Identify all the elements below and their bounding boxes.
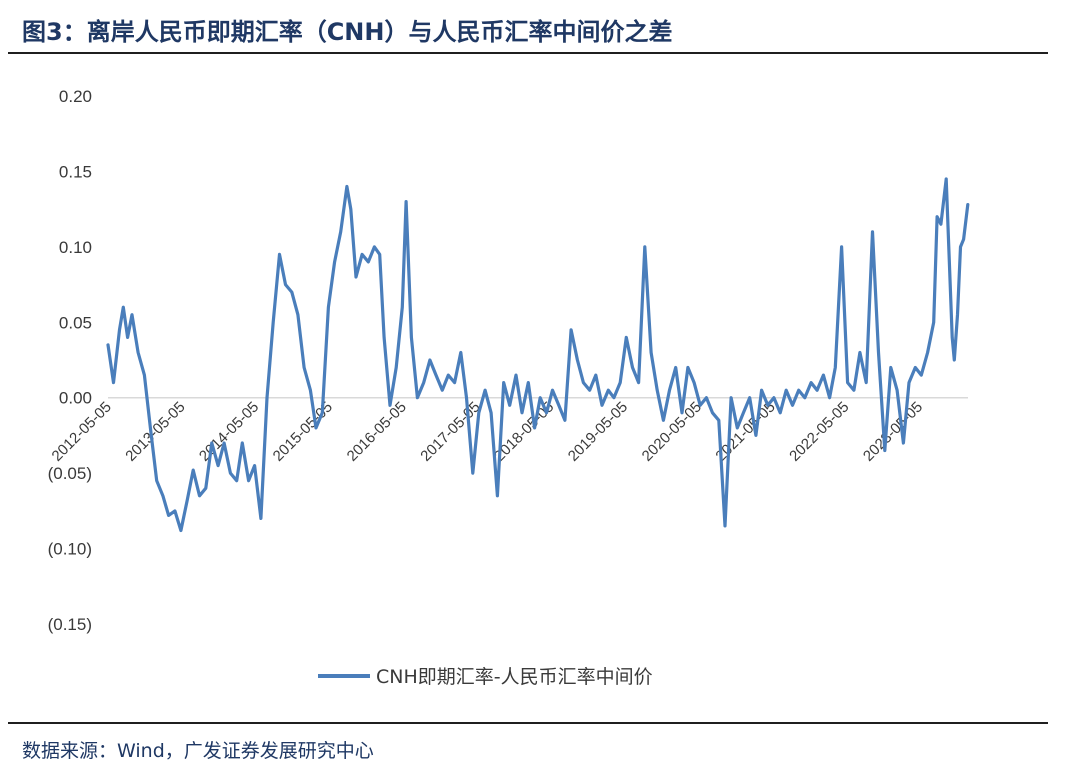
x-tick-label: 2022-05-05	[786, 399, 852, 465]
x-tick-label: 2023-05-05	[860, 399, 926, 465]
series-line	[106, 177, 970, 533]
y-tick-label: (0.05)	[48, 464, 92, 483]
legend-label: CNH即期汇率-人民币汇率中间价	[376, 666, 653, 688]
y-tick-label: 0.20	[59, 87, 92, 106]
chart-area: 0.20 0.15 0.10 0.05 0.00 (0.05) (0.10) (0.15) 2…	[48, 87, 970, 688]
y-tick-label: (0.15)	[48, 615, 92, 634]
y-tick-label: 0.15	[59, 162, 92, 181]
x-tick-label: 2012-05-05	[49, 399, 115, 465]
chart-title: 图3：离岸人民币即期汇率（CNH）与人民币汇率中间价之差	[22, 18, 673, 46]
x-tick-label: 2014-05-05	[196, 399, 262, 465]
x-tick-label: 2016-05-05	[344, 399, 410, 465]
y-tick-label: 0.10	[59, 238, 92, 257]
top-rule	[8, 52, 1048, 54]
legend: CNH即期汇率-人民币汇率中间价	[318, 666, 653, 688]
y-tick-label: (0.10)	[48, 540, 92, 559]
y-axis-ticks: 0.20 0.15 0.10 0.05 0.00 (0.05) (0.10) (0.15)	[48, 87, 92, 634]
x-tick-label: 2020-05-05	[639, 399, 705, 465]
x-axis-ticks: 2012-05-05 2013-05-05 2014-05-05 2015-05-05…	[49, 399, 927, 465]
y-tick-label: 0.00	[59, 389, 92, 408]
x-tick-label: 2015-05-05	[270, 399, 336, 465]
x-tick-label: 2013-05-05	[122, 399, 188, 465]
source-note: 数据来源：Wind，广发证券发展研究中心	[22, 740, 374, 762]
bottom-rule	[8, 722, 1048, 724]
y-tick-label: 0.05	[59, 313, 92, 332]
x-tick-label: 2019-05-05	[565, 399, 631, 465]
